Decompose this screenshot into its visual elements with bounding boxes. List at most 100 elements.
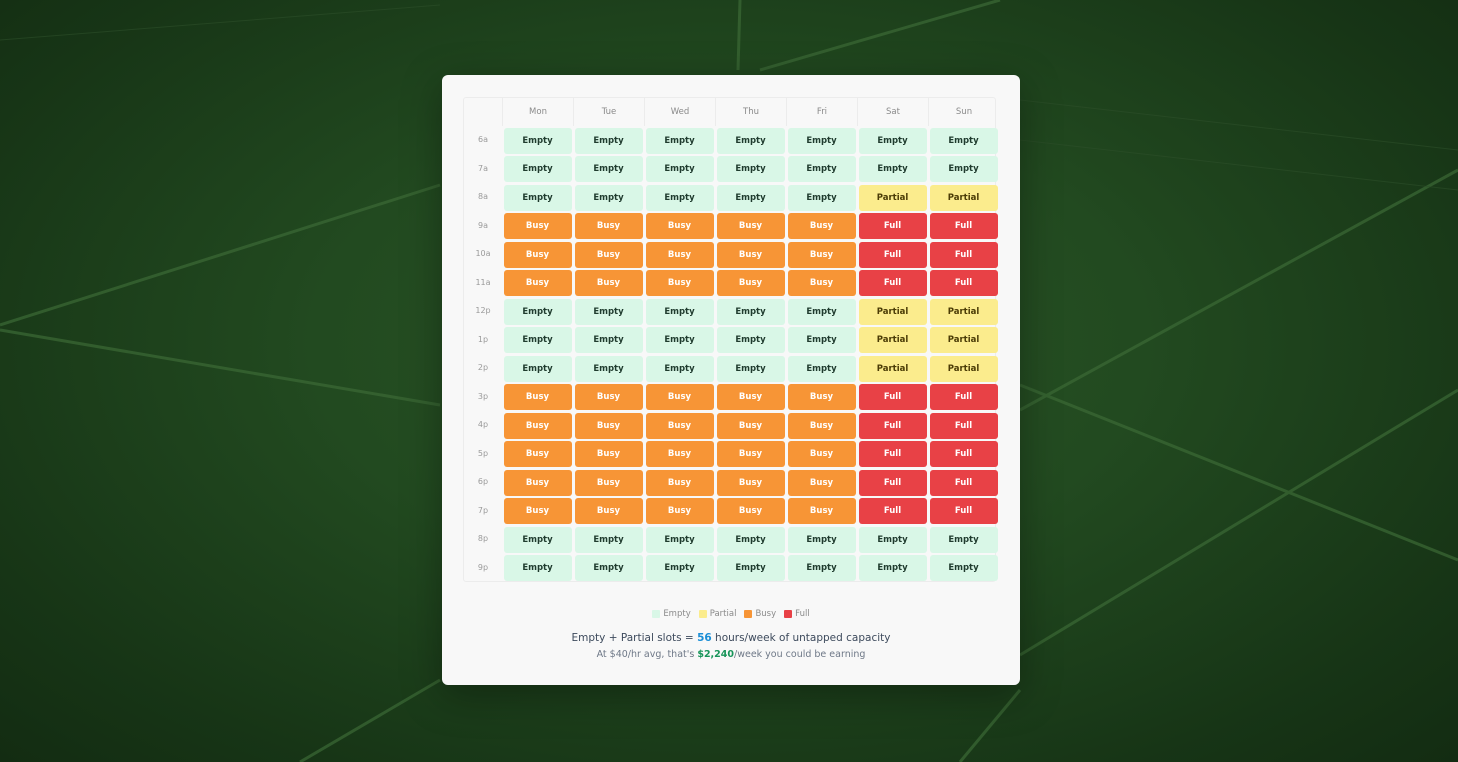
- slot-cell-mon-4p[interactable]: Busy: [503, 412, 572, 439]
- slot-cell-sun-4p[interactable]: Full: [929, 412, 998, 439]
- slot-cell-wed-4p[interactable]: Busy: [645, 412, 714, 439]
- slot-cell-fri-7a[interactable]: Empty: [787, 156, 856, 182]
- slot-cell-sun-3p[interactable]: Full: [929, 384, 998, 410]
- slot-cell-sun-7a[interactable]: Empty: [929, 156, 998, 182]
- slot-cell-wed-7p[interactable]: Busy: [645, 498, 714, 524]
- slot-cell-tue-7a[interactable]: Empty: [574, 156, 643, 182]
- slot-cell-sat-1p[interactable]: Partial: [858, 327, 927, 353]
- slot-cell-sat-7a[interactable]: Empty: [858, 156, 927, 182]
- slot-cell-thu-2p[interactable]: Empty: [716, 355, 785, 382]
- slot-cell-wed-6p[interactable]: Busy: [645, 469, 714, 496]
- slot-cell-thu-9a[interactable]: Busy: [716, 213, 785, 239]
- slot-cell-thu-11a[interactable]: Busy: [716, 270, 785, 296]
- slot-cell-mon-2p[interactable]: Empty: [503, 355, 572, 382]
- slot-cell-mon-10a[interactable]: Busy: [503, 241, 572, 268]
- slot-cell-mon-3p[interactable]: Busy: [503, 384, 572, 410]
- slot-cell-sat-7p[interactable]: Full: [858, 498, 927, 524]
- slot-cell-tue-10a[interactable]: Busy: [574, 241, 643, 268]
- slot-cell-sat-6p[interactable]: Full: [858, 469, 927, 496]
- slot-cell-thu-6a[interactable]: Empty: [716, 127, 785, 154]
- slot-cell-sat-5p[interactable]: Full: [858, 441, 927, 467]
- slot-cell-sat-8p[interactable]: Empty: [858, 526, 927, 553]
- slot-cell-fri-10a[interactable]: Busy: [787, 241, 856, 268]
- slot-cell-sun-1p[interactable]: Partial: [929, 327, 998, 353]
- slot-cell-tue-7p[interactable]: Busy: [574, 498, 643, 524]
- slot-cell-fri-6p[interactable]: Busy: [787, 469, 856, 496]
- slot-cell-tue-11a[interactable]: Busy: [574, 270, 643, 296]
- slot-cell-mon-12p[interactable]: Empty: [503, 298, 572, 325]
- slot-cell-sat-10a[interactable]: Full: [858, 241, 927, 268]
- slot-cell-wed-8a[interactable]: Empty: [645, 184, 714, 211]
- slot-cell-fri-12p[interactable]: Empty: [787, 298, 856, 325]
- slot-cell-sat-3p[interactable]: Full: [858, 384, 927, 410]
- slot-cell-thu-10a[interactable]: Busy: [716, 241, 785, 268]
- slot-cell-thu-12p[interactable]: Empty: [716, 298, 785, 325]
- slot-cell-sun-8a[interactable]: Partial: [929, 184, 998, 211]
- slot-cell-sun-7p[interactable]: Full: [929, 498, 998, 524]
- slot-cell-wed-6a[interactable]: Empty: [645, 127, 714, 154]
- slot-cell-mon-8a[interactable]: Empty: [503, 184, 572, 211]
- slot-cell-sun-10a[interactable]: Full: [929, 241, 998, 268]
- slot-cell-fri-1p[interactable]: Empty: [787, 327, 856, 353]
- slot-cell-fri-9p[interactable]: Empty: [787, 555, 856, 581]
- slot-cell-fri-2p[interactable]: Empty: [787, 355, 856, 382]
- slot-cell-sun-6p[interactable]: Full: [929, 469, 998, 496]
- slot-cell-mon-5p[interactable]: Busy: [503, 441, 572, 467]
- slot-cell-wed-1p[interactable]: Empty: [645, 327, 714, 353]
- slot-cell-wed-9p[interactable]: Empty: [645, 555, 714, 581]
- slot-cell-sat-9p[interactable]: Empty: [858, 555, 927, 581]
- slot-cell-tue-8a[interactable]: Empty: [574, 184, 643, 211]
- slot-cell-sun-11a[interactable]: Full: [929, 270, 998, 296]
- slot-cell-thu-1p[interactable]: Empty: [716, 327, 785, 353]
- slot-cell-tue-4p[interactable]: Busy: [574, 412, 643, 439]
- slot-cell-sun-12p[interactable]: Partial: [929, 298, 998, 325]
- slot-cell-fri-4p[interactable]: Busy: [787, 412, 856, 439]
- slot-cell-tue-9p[interactable]: Empty: [574, 555, 643, 581]
- slot-cell-thu-7p[interactable]: Busy: [716, 498, 785, 524]
- slot-cell-sat-2p[interactable]: Partial: [858, 355, 927, 382]
- slot-cell-sat-6a[interactable]: Empty: [858, 127, 927, 154]
- slot-cell-sun-6a[interactable]: Empty: [929, 127, 998, 154]
- slot-cell-tue-12p[interactable]: Empty: [574, 298, 643, 325]
- slot-cell-thu-5p[interactable]: Busy: [716, 441, 785, 467]
- slot-cell-wed-9a[interactable]: Busy: [645, 213, 714, 239]
- slot-cell-mon-1p[interactable]: Empty: [503, 327, 572, 353]
- slot-cell-mon-6a[interactable]: Empty: [503, 127, 572, 154]
- slot-cell-thu-8p[interactable]: Empty: [716, 526, 785, 553]
- slot-cell-wed-3p[interactable]: Busy: [645, 384, 714, 410]
- slot-cell-sat-9a[interactable]: Full: [858, 213, 927, 239]
- slot-cell-thu-4p[interactable]: Busy: [716, 412, 785, 439]
- slot-cell-sun-2p[interactable]: Partial: [929, 355, 998, 382]
- slot-cell-wed-10a[interactable]: Busy: [645, 241, 714, 268]
- slot-cell-tue-6p[interactable]: Busy: [574, 469, 643, 496]
- slot-cell-wed-5p[interactable]: Busy: [645, 441, 714, 467]
- slot-cell-mon-9p[interactable]: Empty: [503, 555, 572, 581]
- slot-cell-sat-11a[interactable]: Full: [858, 270, 927, 296]
- slot-cell-mon-8p[interactable]: Empty: [503, 526, 572, 553]
- slot-cell-wed-8p[interactable]: Empty: [645, 526, 714, 553]
- slot-cell-mon-6p[interactable]: Busy: [503, 469, 572, 496]
- slot-cell-mon-7a[interactable]: Empty: [503, 156, 572, 182]
- slot-cell-sat-4p[interactable]: Full: [858, 412, 927, 439]
- slot-cell-thu-3p[interactable]: Busy: [716, 384, 785, 410]
- slot-cell-thu-7a[interactable]: Empty: [716, 156, 785, 182]
- slot-cell-mon-7p[interactable]: Busy: [503, 498, 572, 524]
- slot-cell-tue-8p[interactable]: Empty: [574, 526, 643, 553]
- slot-cell-fri-3p[interactable]: Busy: [787, 384, 856, 410]
- slot-cell-sat-8a[interactable]: Partial: [858, 184, 927, 211]
- slot-cell-mon-11a[interactable]: Busy: [503, 270, 572, 296]
- slot-cell-fri-8a[interactable]: Empty: [787, 184, 856, 211]
- slot-cell-fri-9a[interactable]: Busy: [787, 213, 856, 239]
- slot-cell-wed-2p[interactable]: Empty: [645, 355, 714, 382]
- slot-cell-sun-9a[interactable]: Full: [929, 213, 998, 239]
- slot-cell-sat-12p[interactable]: Partial: [858, 298, 927, 325]
- slot-cell-thu-8a[interactable]: Empty: [716, 184, 785, 211]
- slot-cell-tue-2p[interactable]: Empty: [574, 355, 643, 382]
- slot-cell-fri-8p[interactable]: Empty: [787, 526, 856, 553]
- slot-cell-fri-6a[interactable]: Empty: [787, 127, 856, 154]
- slot-cell-sun-8p[interactable]: Empty: [929, 526, 998, 553]
- slot-cell-tue-1p[interactable]: Empty: [574, 327, 643, 353]
- slot-cell-wed-11a[interactable]: Busy: [645, 270, 714, 296]
- slot-cell-fri-11a[interactable]: Busy: [787, 270, 856, 296]
- slot-cell-tue-6a[interactable]: Empty: [574, 127, 643, 154]
